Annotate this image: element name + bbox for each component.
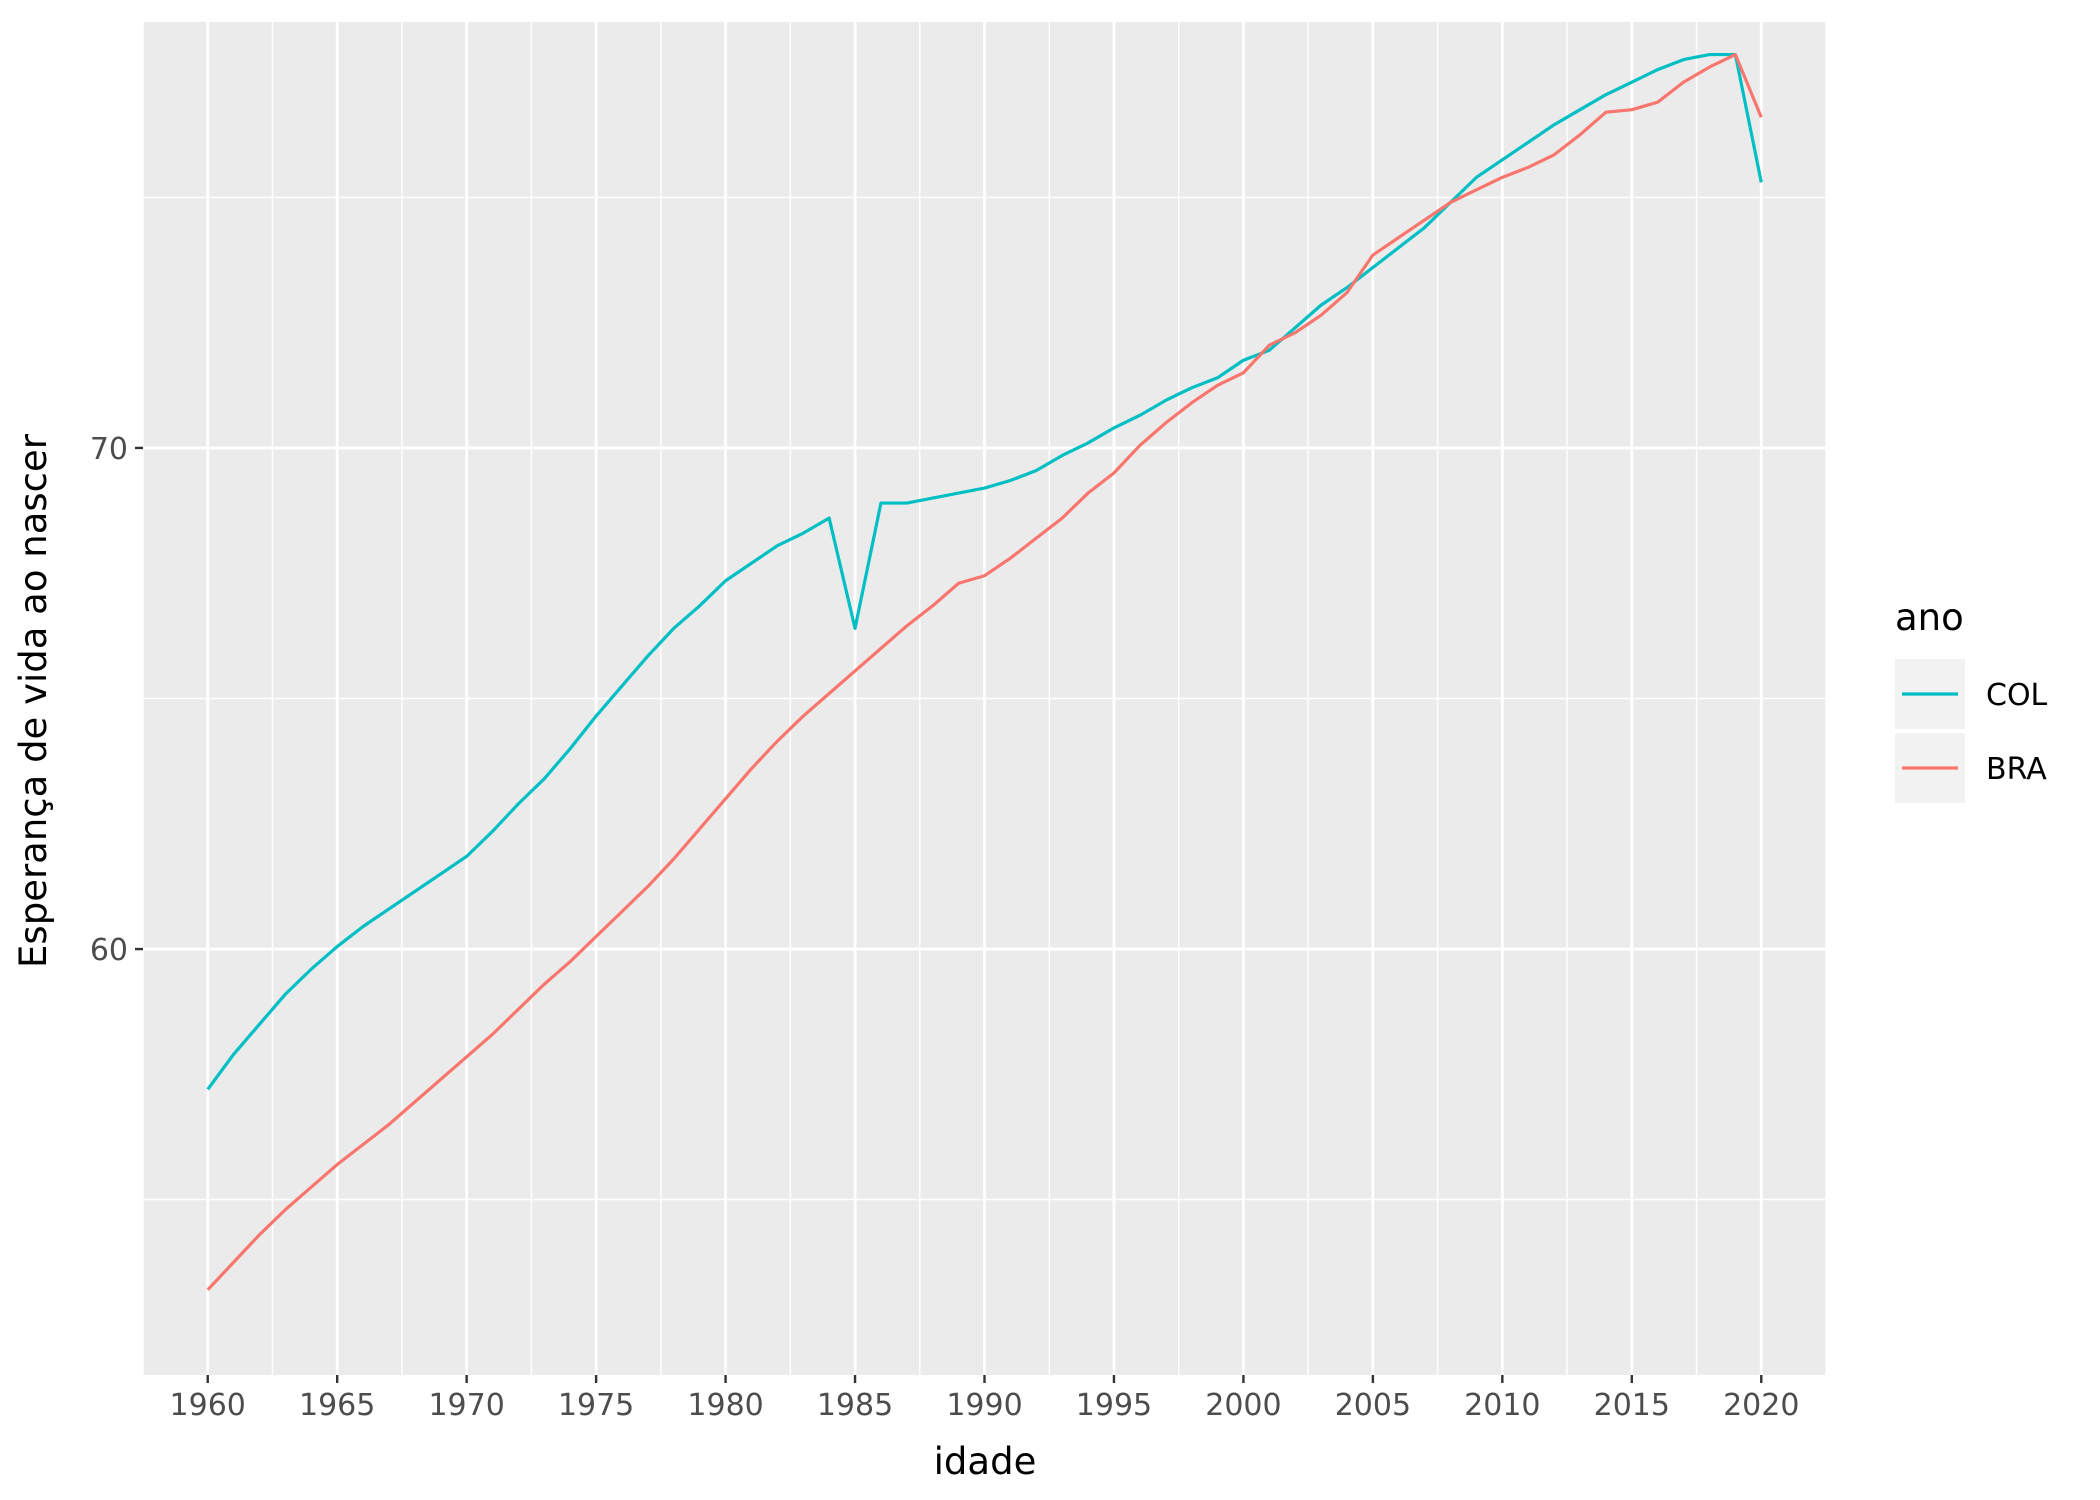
y-axis-title: Esperança de vida ao nascer [12, 433, 55, 968]
x-tick-label: 1965 [299, 1388, 375, 1423]
y-axis: 60 70 [90, 432, 143, 968]
legend: ano COL BRA [1895, 596, 2048, 803]
x-tick-label: 1985 [817, 1388, 893, 1423]
y-tick-label: 60 [90, 933, 128, 968]
x-axis-title: idade [934, 1440, 1037, 1483]
x-tick-label: 1990 [946, 1388, 1022, 1423]
major-gridlines [143, 22, 1826, 1375]
legend-label-col: COL [1986, 678, 2048, 713]
x-tick-label: 1975 [558, 1388, 634, 1423]
x-tick-label: 1970 [428, 1388, 504, 1423]
x-tick-label: 2020 [1723, 1388, 1799, 1423]
x-tick-label: 2005 [1335, 1388, 1411, 1423]
series-line-bra [206, 52, 1763, 1291]
x-tick-label: 2015 [1594, 1388, 1670, 1423]
x-axis: 1960 1965 1970 1975 1980 1985 1990 1995 2000 2005… [170, 1375, 1799, 1423]
legend-title: ano [1895, 596, 1964, 639]
legend-label-bra: BRA [1986, 752, 2047, 787]
series-line-col [206, 52, 1763, 1091]
x-tick-label: 1960 [170, 1388, 246, 1423]
x-tick-label: 1995 [1076, 1388, 1152, 1423]
x-tick-label: 2000 [1205, 1388, 1281, 1423]
series-lines [206, 52, 1763, 1291]
x-tick-label: 1980 [687, 1388, 763, 1423]
y-tick-label: 70 [90, 432, 128, 467]
x-tick-label: 2010 [1464, 1388, 1540, 1423]
